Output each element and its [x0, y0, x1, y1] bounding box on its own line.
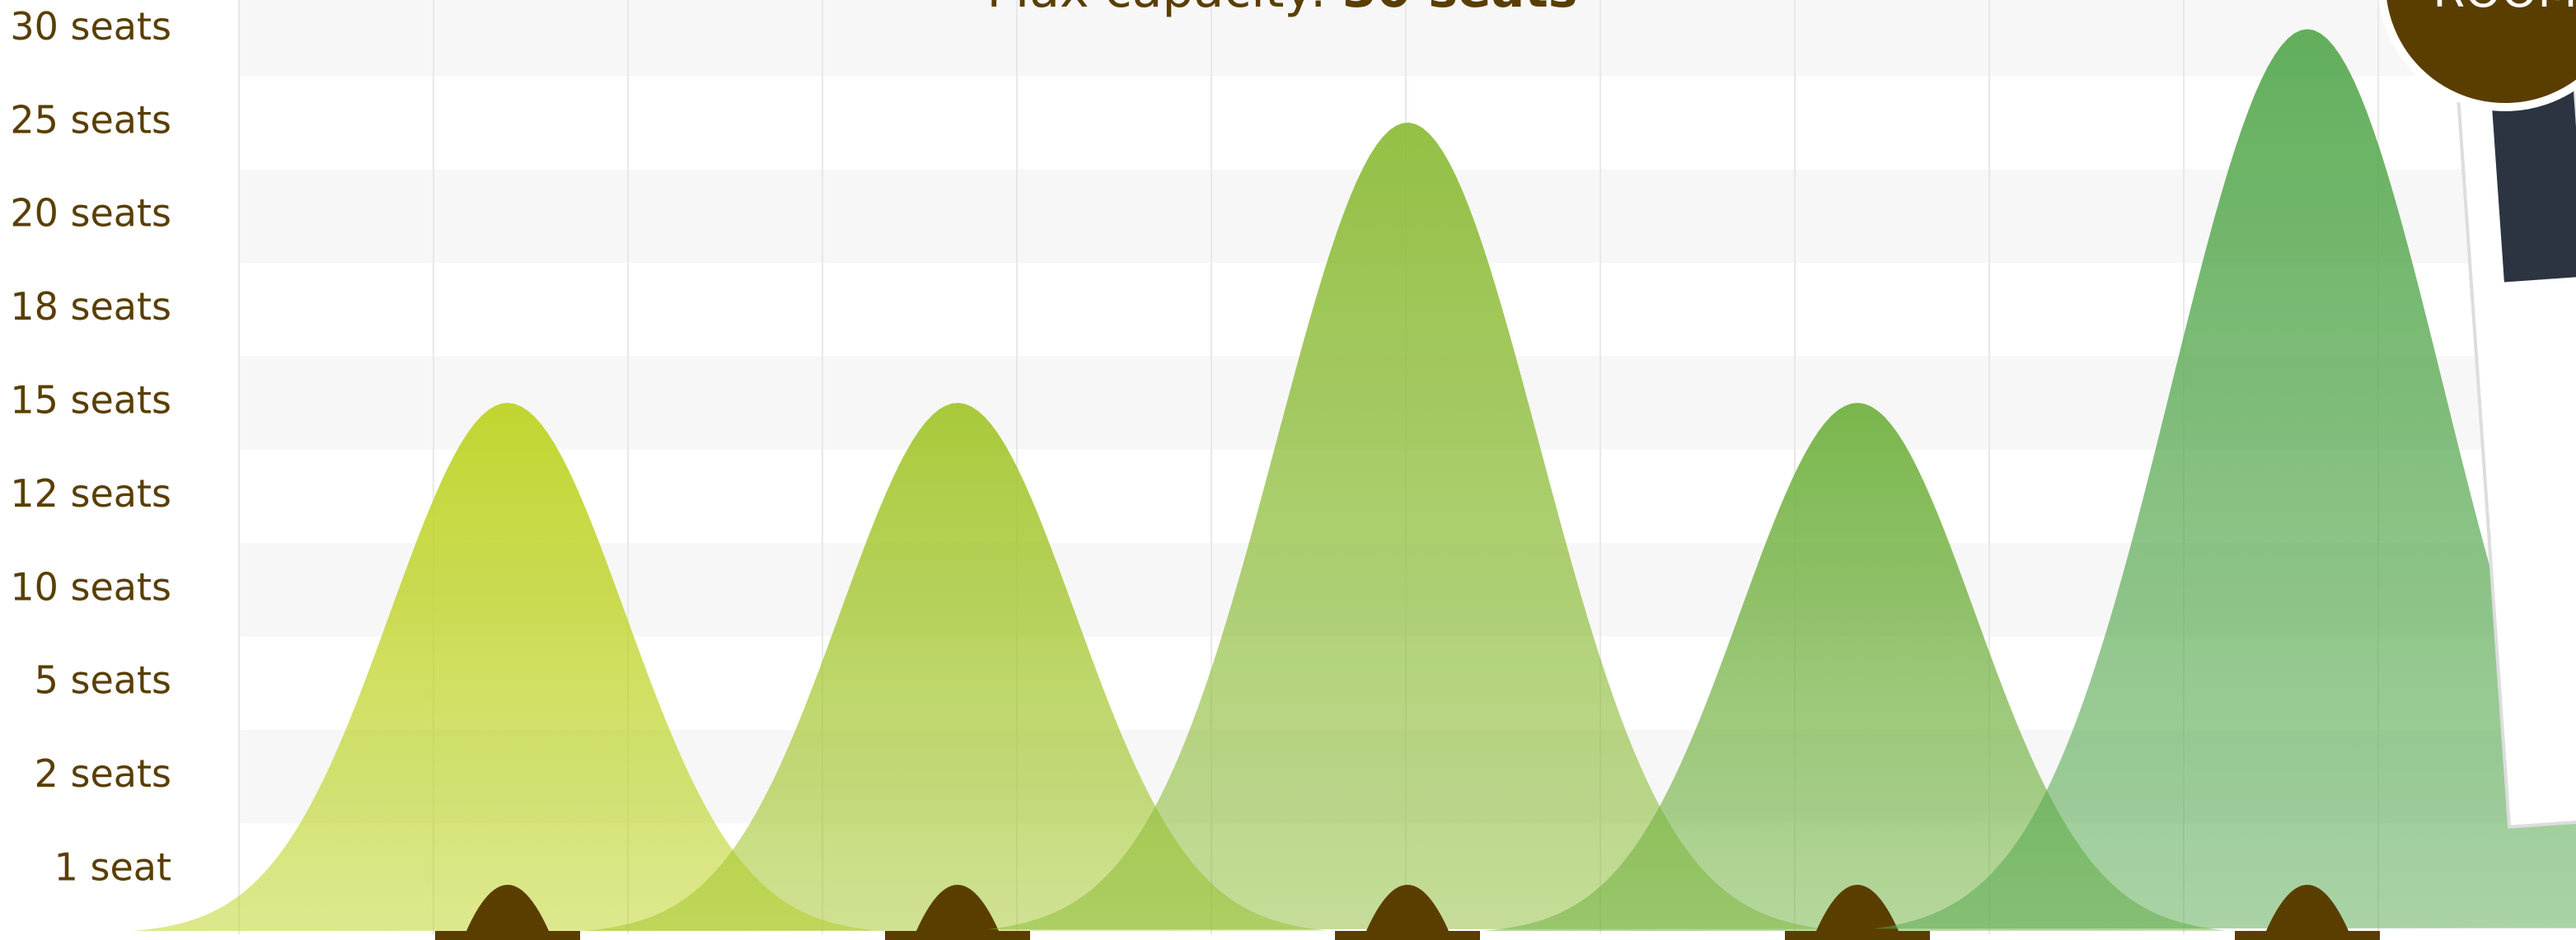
- title-text: Max capacity:: [986, 0, 1326, 19]
- y-tick-label: 5 seats: [35, 658, 171, 703]
- badge-circle: [2378, 0, 2576, 111]
- bell: [132, 403, 878, 932]
- y-tick-label: 12 seats: [10, 471, 171, 516]
- y-tick-label: 30 seats: [10, 4, 171, 49]
- chart-title: Max capacity: 30 seats: [986, 0, 1577, 19]
- y-tick-label: 25 seats: [10, 97, 171, 142]
- frame: [2447, 0, 2576, 829]
- bell: [1872, 29, 2576, 929]
- y-tick-label: 1 seat: [54, 845, 171, 890]
- marker-icon: [435, 885, 580, 940]
- plot: [132, 29, 2576, 940]
- y-tick-label: 10 seats: [10, 564, 171, 609]
- marker-icon: [885, 885, 1030, 940]
- marker-icon: [2235, 885, 2380, 940]
- bell: [582, 403, 1328, 932]
- marker-icon: [1335, 885, 1480, 940]
- bell: [987, 122, 1825, 930]
- y-tick-label: 18 seats: [10, 284, 171, 329]
- bell: [1482, 403, 2227, 932]
- y-tick-label: 15 seats: [10, 378, 171, 423]
- y-tick-label: 20 seats: [10, 191, 171, 236]
- y-tick-label: 2 seats: [35, 751, 171, 796]
- badge-text: ROOM: [2433, 0, 2576, 18]
- title-emphasis: 30 seats: [1342, 0, 1578, 19]
